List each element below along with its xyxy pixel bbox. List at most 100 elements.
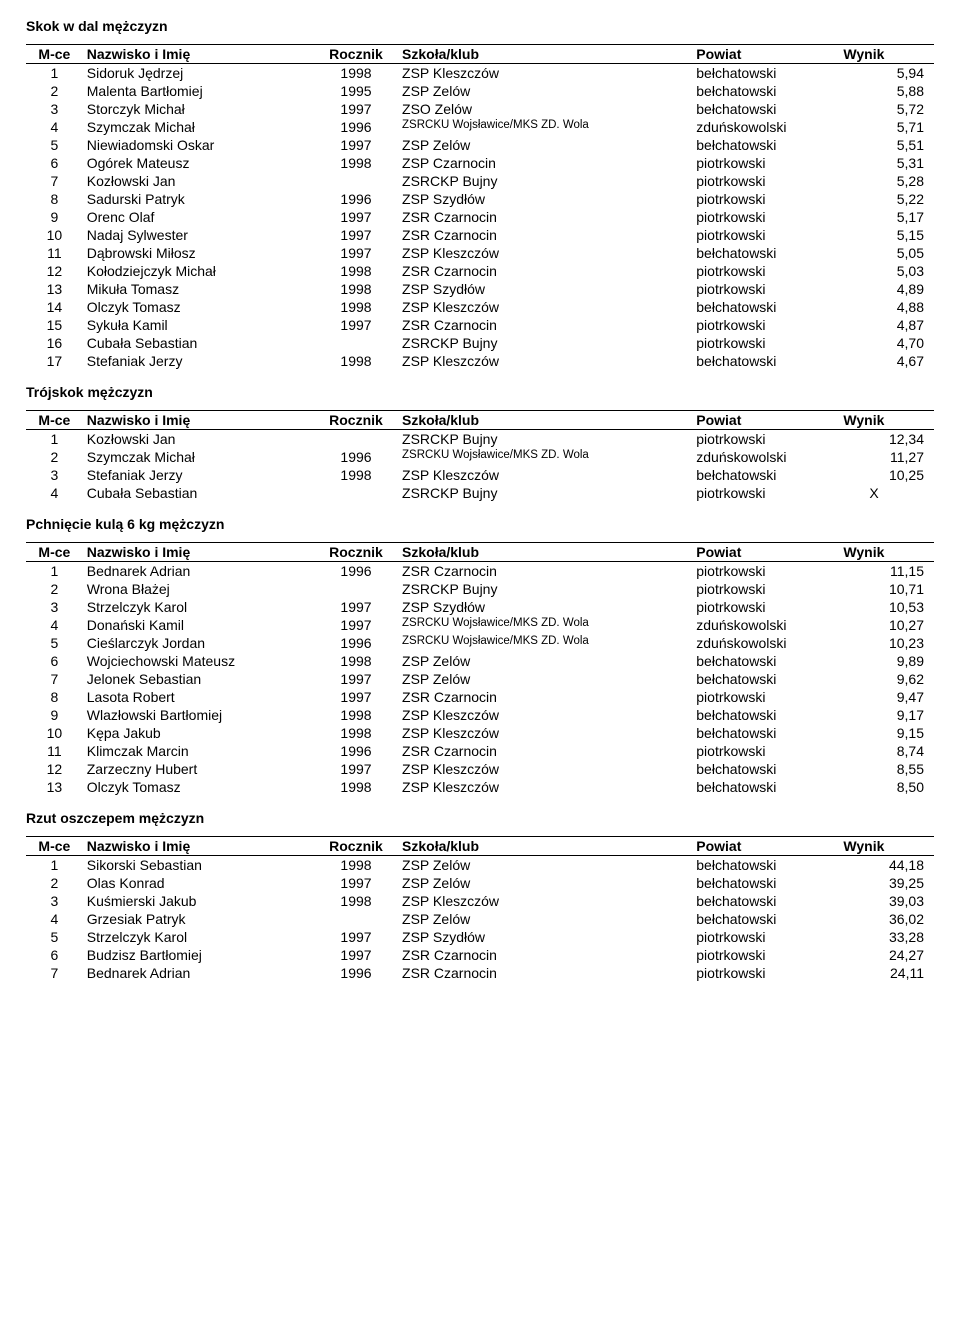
cell-powiat: piotrkowski [692, 964, 839, 982]
cell-powiat: piotrkowski [692, 484, 839, 502]
cell-mce: 10 [26, 724, 83, 742]
cell-year: 1997 [314, 874, 398, 892]
table-row: 5Cieślarczyk Jordan1996ZSRCKU Wojsławice… [26, 634, 934, 652]
cell-wynik: 11,27 [839, 448, 934, 466]
header-mce: M-ce [26, 411, 83, 430]
cell-wynik: 4,70 [839, 334, 934, 352]
cell-powiat: bełchatowski [692, 136, 839, 154]
cell-powiat: piotrkowski [692, 928, 839, 946]
cell-year: 1997 [314, 136, 398, 154]
cell-year: 1997 [314, 316, 398, 334]
cell-name: Kozłowski Jan [83, 430, 314, 449]
cell-wynik: 9,17 [839, 706, 934, 724]
cell-school: ZSRCKU Wojsławice/MKS ZD. Wola [398, 448, 692, 466]
cell-school: ZSR Czarnocin [398, 562, 692, 581]
cell-mce: 4 [26, 118, 83, 136]
cell-powiat: piotrkowski [692, 154, 839, 172]
table-row: 15Sykuła Kamil1997ZSR Czarnocinpiotrkows… [26, 316, 934, 334]
cell-school: ZSP Kleszczów [398, 64, 692, 83]
cell-powiat: piotrkowski [692, 172, 839, 190]
table-row: 1Sidoruk Jędrzej1998ZSP Kleszczówbełchat… [26, 64, 934, 83]
header-wynik: Wynik [839, 837, 934, 856]
cell-powiat: bełchatowski [692, 244, 839, 262]
cell-wynik: 4,67 [839, 352, 934, 370]
cell-wynik: 39,03 [839, 892, 934, 910]
cell-name: Sikorski Sebastian [83, 856, 314, 875]
header-year: Rocznik [314, 45, 398, 64]
cell-name: Wrona Błażej [83, 580, 314, 598]
cell-name: Olas Konrad [83, 874, 314, 892]
cell-powiat: piotrkowski [692, 208, 839, 226]
table-row: 8Sadurski Patryk1996ZSP Szydłówpiotrkows… [26, 190, 934, 208]
cell-year: 1998 [314, 856, 398, 875]
table-row: 2Szymczak Michał1996ZSRCKU Wojsławice/MK… [26, 448, 934, 466]
section-title: Skok w dal mężczyzn [26, 18, 934, 34]
table-row: 10Kępa Jakub1998ZSP Kleszczówbełchatowsk… [26, 724, 934, 742]
cell-name: Stefaniak Jerzy [83, 466, 314, 484]
cell-mce: 12 [26, 262, 83, 280]
cell-powiat: bełchatowski [692, 466, 839, 484]
cell-wynik: 44,18 [839, 856, 934, 875]
cell-year: 1996 [314, 562, 398, 581]
cell-wynik: 5,03 [839, 262, 934, 280]
cell-wynik: 8,55 [839, 760, 934, 778]
cell-powiat: piotrkowski [692, 598, 839, 616]
cell-wynik: 9,89 [839, 652, 934, 670]
cell-year: 1997 [314, 226, 398, 244]
cell-wynik: 5,31 [839, 154, 934, 172]
cell-wynik: 10,71 [839, 580, 934, 598]
cell-year: 1997 [314, 946, 398, 964]
cell-year: 1998 [314, 352, 398, 370]
cell-school: ZSO Zelów [398, 100, 692, 118]
cell-powiat: piotrkowski [692, 430, 839, 449]
cell-mce: 7 [26, 172, 83, 190]
cell-name: Cubała Sebastian [83, 484, 314, 502]
cell-school: ZSP Zelów [398, 874, 692, 892]
cell-powiat: piotrkowski [692, 280, 839, 298]
header-wynik: Wynik [839, 543, 934, 562]
cell-powiat: piotrkowski [692, 316, 839, 334]
section-title: Trójskok mężczyzn [26, 384, 934, 400]
cell-name: Grzesiak Patryk [83, 910, 314, 928]
cell-powiat: piotrkowski [692, 190, 839, 208]
cell-year: 1997 [314, 760, 398, 778]
cell-name: Kołodziejczyk Michał [83, 262, 314, 280]
table-row: 2Malenta Bartłomiej1995ZSP Zelówbełchato… [26, 82, 934, 100]
cell-wynik: 4,89 [839, 280, 934, 298]
cell-name: Donański Kamil [83, 616, 314, 634]
cell-year: 1997 [314, 100, 398, 118]
cell-year: 1996 [314, 118, 398, 136]
cell-year: 1998 [314, 724, 398, 742]
cell-mce: 2 [26, 82, 83, 100]
table-row: 2Wrona BłażejZSRCKP Bujnypiotrkowski10,7… [26, 580, 934, 598]
header-mce: M-ce [26, 543, 83, 562]
cell-powiat: bełchatowski [692, 352, 839, 370]
cell-school: ZSP Zelów [398, 856, 692, 875]
table-row: 10Nadaj Sylwester1997ZSR Czarnocinpiotrk… [26, 226, 934, 244]
cell-name: Cieślarczyk Jordan [83, 634, 314, 652]
cell-year: 1996 [314, 634, 398, 652]
cell-mce: 7 [26, 670, 83, 688]
cell-wynik: 33,28 [839, 928, 934, 946]
header-mce: M-ce [26, 45, 83, 64]
cell-school: ZSP Zelów [398, 82, 692, 100]
cell-name: Olczyk Tomasz [83, 298, 314, 316]
cell-school: ZSP Kleszczów [398, 352, 692, 370]
cell-powiat: piotrkowski [692, 562, 839, 581]
cell-mce: 8 [26, 688, 83, 706]
cell-year: 1998 [314, 466, 398, 484]
header-school: Szkoła/klub [398, 45, 692, 64]
header-year: Rocznik [314, 543, 398, 562]
cell-mce: 11 [26, 244, 83, 262]
cell-powiat: bełchatowski [692, 760, 839, 778]
cell-wynik: 24,11 [839, 964, 934, 982]
document-root: Skok w dal mężczyznM-ceNazwisko i ImięRo… [26, 18, 934, 982]
header-name: Nazwisko i Imię [83, 45, 314, 64]
cell-school: ZSRCKU Wojsławice/MKS ZD. Wola [398, 634, 692, 652]
cell-mce: 5 [26, 928, 83, 946]
cell-year [314, 334, 398, 352]
cell-name: Bednarek Adrian [83, 964, 314, 982]
table-row: 11Klimczak Marcin1996ZSR Czarnocinpiotrk… [26, 742, 934, 760]
cell-school: ZSR Czarnocin [398, 316, 692, 334]
cell-year: 1996 [314, 742, 398, 760]
